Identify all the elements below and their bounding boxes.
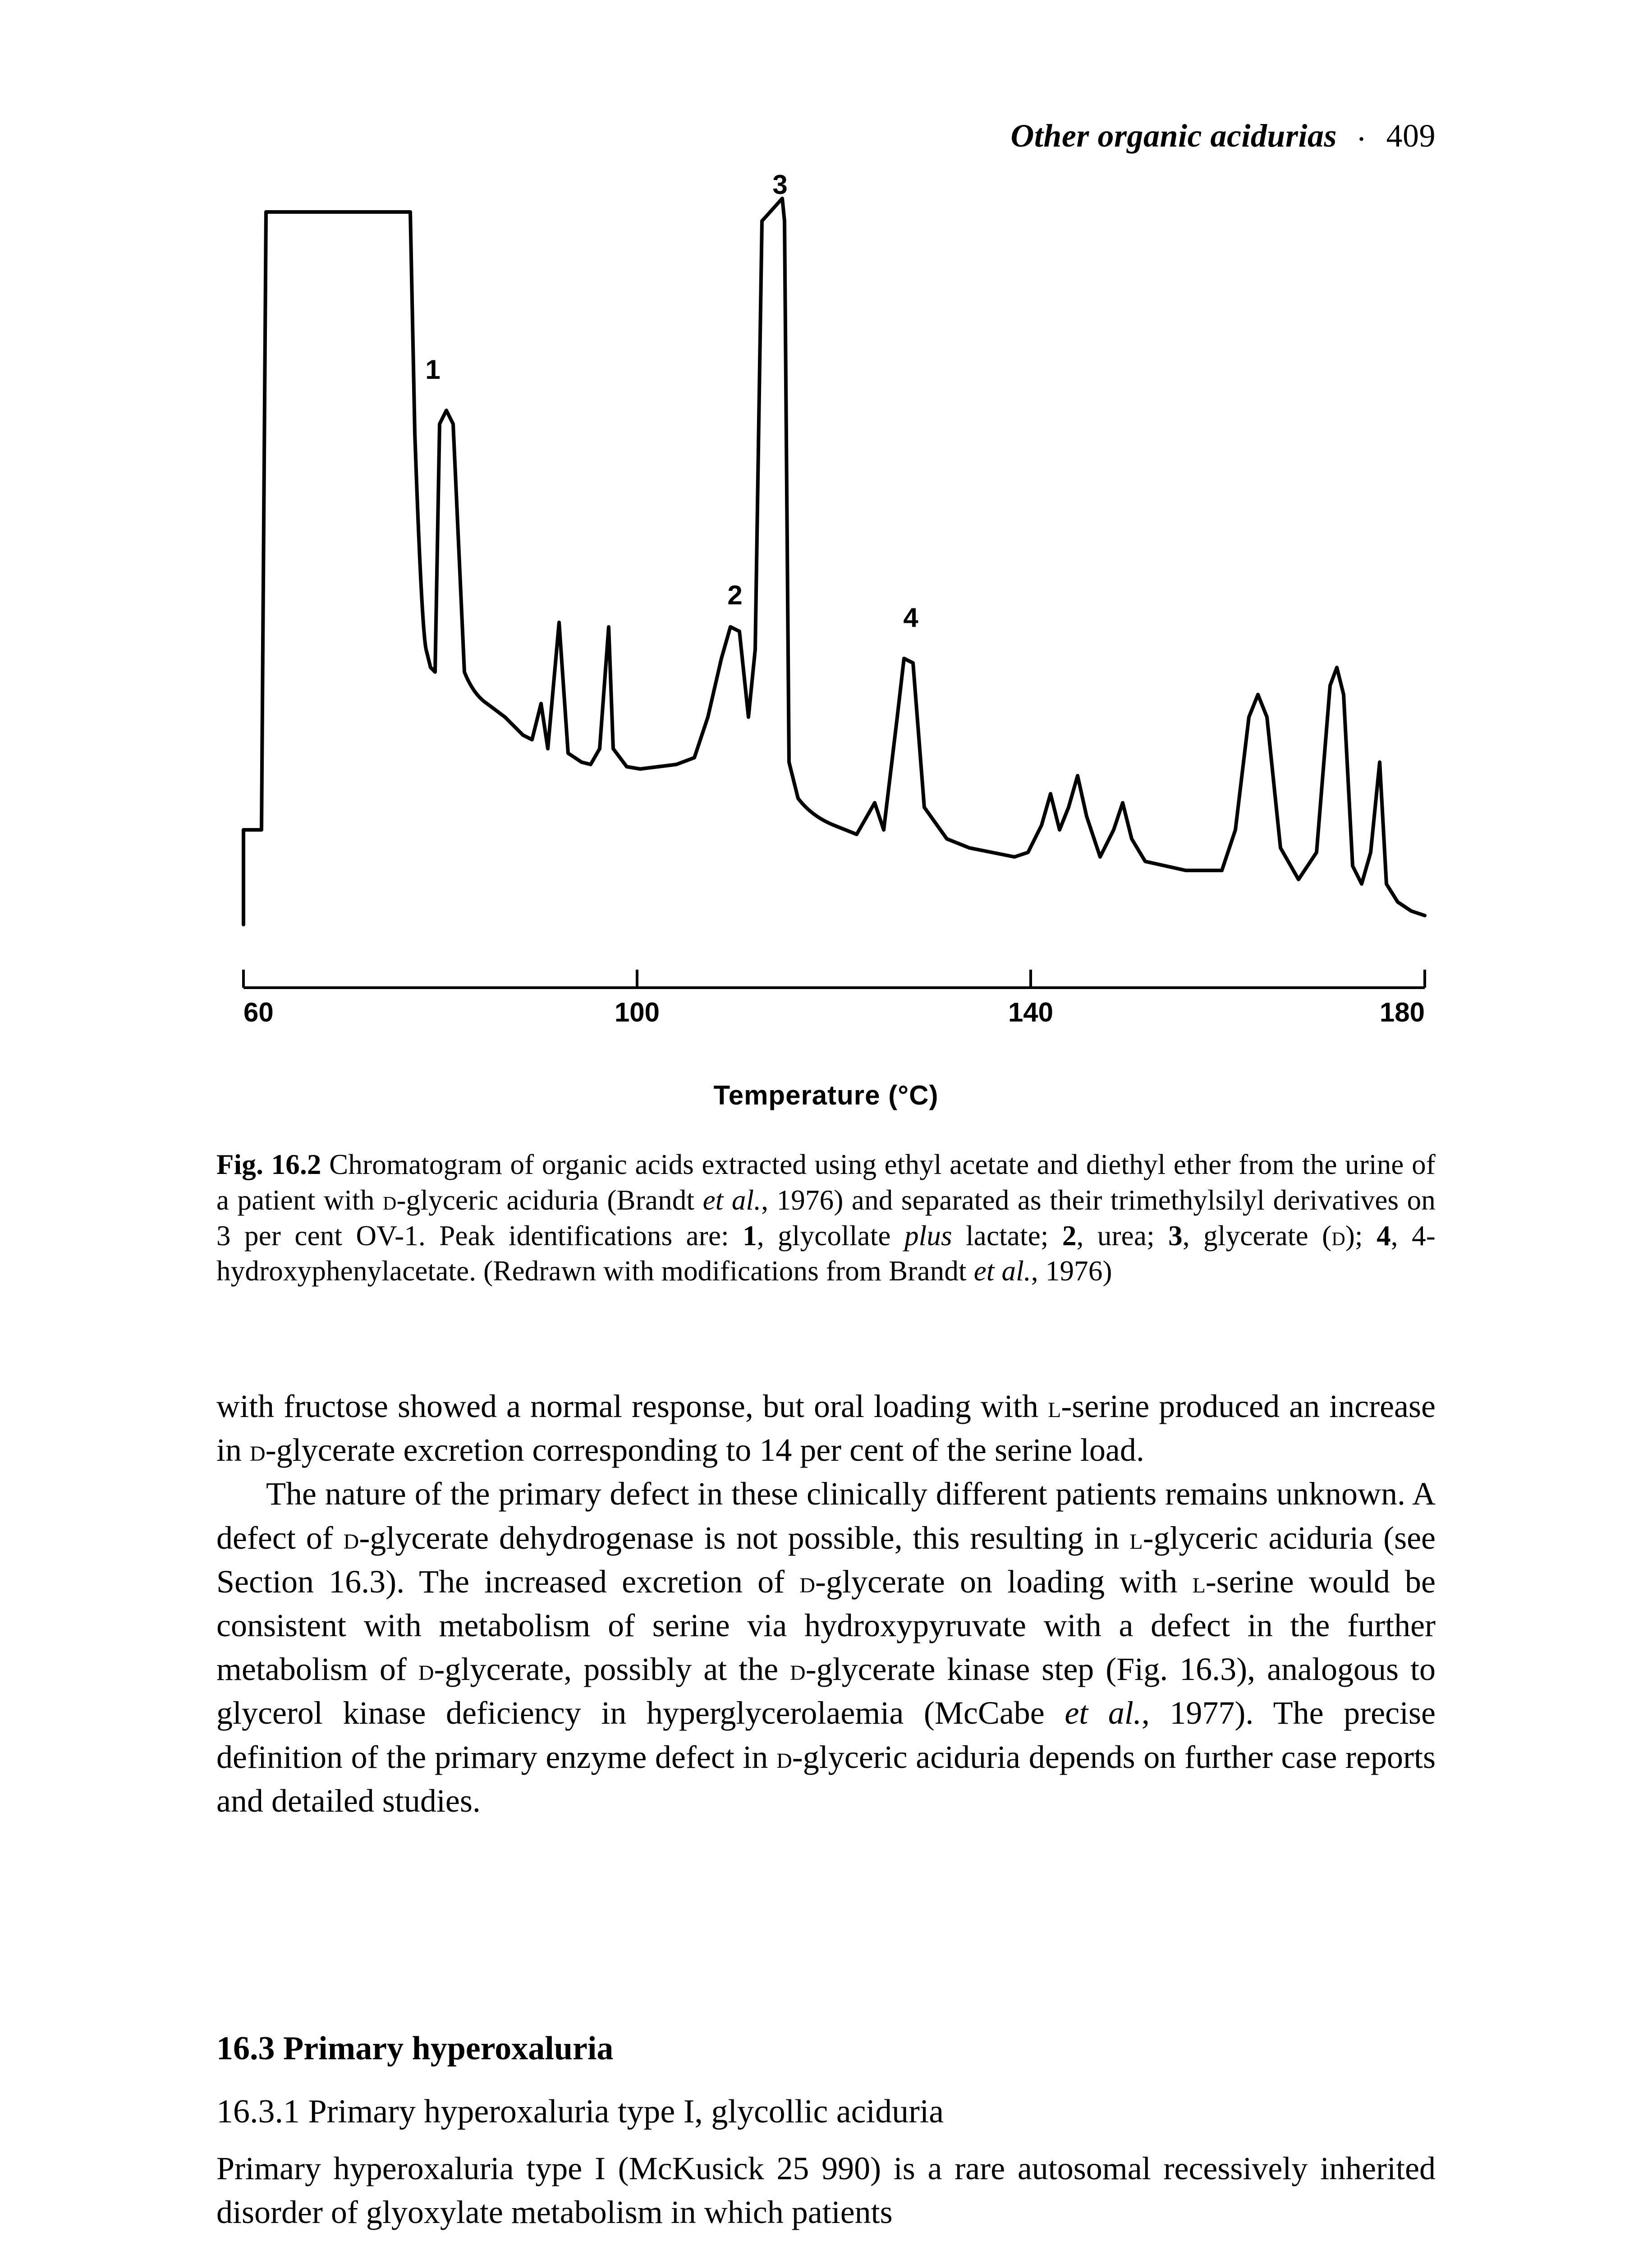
caption-end: , 1976): [1031, 1255, 1112, 1287]
section-heading: 16.3 Primary hyperoxaluria: [216, 2030, 1436, 2068]
svg-text:140: 140: [1008, 997, 1053, 1027]
section-p1: Primary hyperoxaluria type I (McKusick 2…: [216, 2147, 1436, 2234]
p1c: -glycerate excretion corresponding to 14…: [266, 1432, 1144, 1468]
caption-m3: , glycollate: [757, 1220, 904, 1252]
p2b: -glycerate dehydrogenase is not possible…: [359, 1520, 1129, 1556]
caption-sc2: d: [1331, 1221, 1345, 1251]
p2ital: et al.: [1065, 1695, 1142, 1731]
x-axis-label: Temperature (°C): [216, 1080, 1436, 1111]
x-axis-ticks: 60 100 140 180: [243, 970, 1425, 1027]
figure-caption: Fig. 16.2 Chromatogram of organic acids …: [216, 1147, 1436, 1289]
caption-label: Fig. 16.2: [216, 1149, 321, 1180]
peak-label-4: 4: [903, 603, 918, 633]
caption-b2: 2: [1062, 1220, 1077, 1252]
caption-i3: et al.: [974, 1255, 1031, 1287]
caption-m1: -glyceric aciduria (Brandt: [396, 1184, 702, 1216]
page: Other organic acidurias · 409 60 100 140 18…: [0, 0, 1652, 2255]
p2f: -glycerate, possibly at the: [434, 1651, 790, 1687]
p2d: -glycerate on loading with: [815, 1564, 1192, 1600]
caption-m7: );: [1345, 1220, 1377, 1252]
caption-m6: , glycerate (: [1183, 1220, 1331, 1252]
p1sc1: l: [1048, 1390, 1061, 1424]
caption-b3: 3: [1168, 1220, 1183, 1252]
caption-i2: plus: [904, 1220, 952, 1252]
p1sc2: d: [250, 1433, 266, 1468]
p2sc2: l: [1129, 1521, 1143, 1555]
running-title: Other organic acidurias: [1010, 118, 1337, 154]
p2sc4: l: [1192, 1565, 1205, 1599]
svg-text:60: 60: [243, 997, 274, 1027]
svg-text:180: 180: [1380, 997, 1425, 1027]
p2sc3: d: [799, 1565, 815, 1599]
chromatogram-svg: 60 100 140 180 1 2 3 4: [216, 153, 1436, 1073]
caption-sc1: d: [383, 1186, 397, 1215]
svg-text:100: 100: [615, 997, 660, 1027]
p1a: with fructose showed a normal response, …: [216, 1388, 1048, 1424]
caption-m5: , urea;: [1077, 1220, 1169, 1252]
section-body: Primary hyperoxaluria type I (McKusick 2…: [216, 2147, 1436, 2234]
caption-i1: et al.: [703, 1184, 762, 1216]
body-p2: The nature of the primary defect in thes…: [216, 1472, 1436, 1823]
figure-16-2: 60 100 140 180 1 2 3 4 Temperature (°C) Fig. 1…: [216, 153, 1436, 1289]
page-number: 409: [1386, 118, 1436, 154]
p2sc5: d: [418, 1652, 434, 1687]
subsection-heading: 16.3.1 Primary hyperoxaluria type I, gly…: [216, 2093, 1436, 2131]
peak-label-1: 1: [425, 354, 440, 385]
peak-label-3: 3: [772, 170, 787, 200]
p2sc7: d: [776, 1740, 792, 1775]
chromatogram-trace: [243, 198, 1425, 925]
p2sc6: d: [790, 1652, 806, 1687]
peak-labels: 1 2 3 4: [425, 170, 918, 633]
body-text: with fructose showed a normal response, …: [216, 1385, 1436, 1823]
caption-m4: lactate;: [952, 1220, 1062, 1252]
running-sep: ·: [1356, 120, 1367, 158]
body-p1: with fructose showed a normal response, …: [216, 1385, 1436, 1472]
p2sc1: d: [344, 1521, 359, 1555]
caption-b1: 1: [743, 1220, 757, 1252]
peak-label-2: 2: [727, 580, 742, 610]
running-head: Other organic acidurias · 409: [1010, 117, 1436, 158]
caption-b4: 4: [1377, 1220, 1391, 1252]
